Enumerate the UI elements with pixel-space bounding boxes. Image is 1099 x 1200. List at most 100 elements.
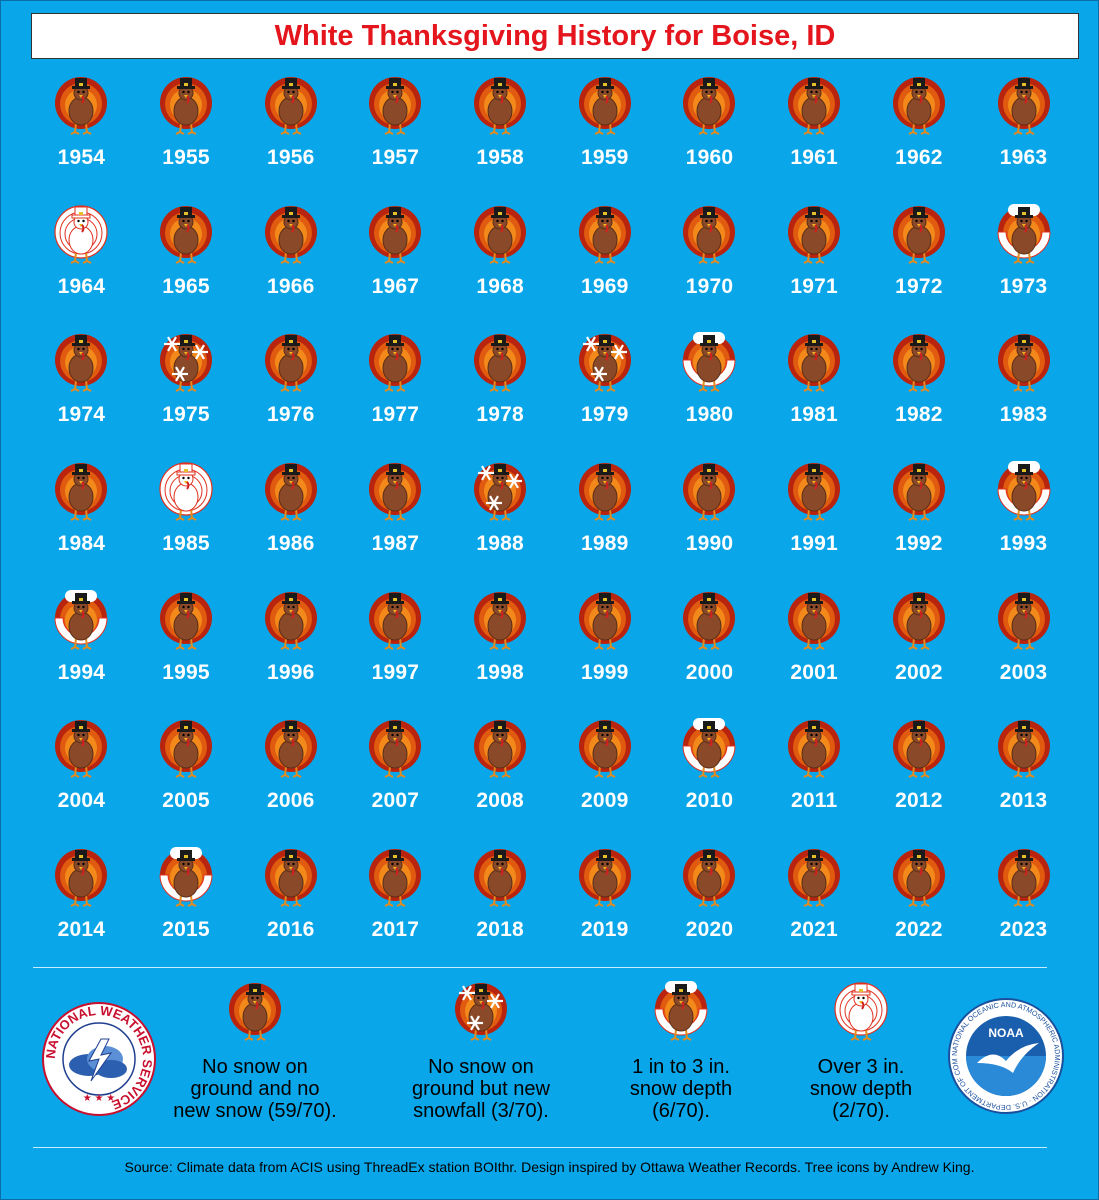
year-cell: 2020 [657,841,762,970]
turkey-brown-icon [156,584,216,657]
turkey-brown-icon [784,584,844,657]
year-label: 1979 [581,403,629,427]
year-cell: 2015 [134,841,239,970]
year-label: 2013 [999,789,1048,813]
year-cell: 1970 [657,198,762,327]
turkey-brown-icon [679,584,739,657]
year-label: 1994 [57,660,106,684]
year-cell: 2000 [657,584,762,713]
turkey-brown-icon [889,584,949,657]
legend-text: Over 3 in. snow depth (2/70). [809,1056,913,1122]
turkey-snowflakes-icon [451,979,511,1048]
turkey-white-icon [156,455,216,528]
legend-item: No snow on ground but new snowfall (3/70… [371,979,591,1122]
year-label: 1980 [685,403,734,427]
turkey-partly-white-icon [679,712,739,785]
turkey-brown-icon [261,712,321,785]
year-label: 2023 [999,918,1048,942]
year-cell: 1983 [971,326,1076,455]
turkey-brown-icon [994,326,1054,399]
turkey-brown-icon [261,455,321,528]
year-cell: 2023 [971,841,1076,970]
year-cell: 2014 [29,841,134,970]
turkey-brown-icon [575,198,635,271]
turkey-brown-icon [994,584,1054,657]
turkey-brown-icon [784,326,844,399]
year-cell: 1954 [29,69,134,198]
turkey-brown-icon [994,69,1054,142]
turkey-brown-icon [365,712,425,785]
year-cell: 1965 [134,198,239,327]
turkey-brown-icon [889,841,949,914]
year-label: 1981 [790,403,838,427]
turkey-brown-icon [470,198,530,271]
turkey-brown-icon [994,841,1054,914]
turkey-brown-icon [470,326,530,399]
turkey-brown-icon [889,712,949,785]
turkey-snowflakes-icon [470,455,530,528]
year-cell: 1987 [343,455,448,584]
turkey-snowflakes-icon [575,326,635,399]
turkey-brown-icon [365,455,425,528]
year-label: 1965 [162,274,210,298]
year-label: 1970 [685,274,734,298]
turkey-brown-icon [679,69,739,142]
turkey-brown-icon [889,326,949,399]
year-label: 1975 [162,403,210,427]
year-label: 1955 [162,146,210,169]
turkey-brown-icon [784,841,844,914]
year-cell: 1986 [238,455,343,584]
year-cell: 1993 [971,455,1076,584]
year-cell: 1981 [762,326,867,455]
turkey-brown-icon [889,69,949,142]
year-cell: 2006 [238,712,343,841]
year-cell: 2021 [762,841,867,970]
year-cell: 1975 [134,326,239,455]
turkey-brown-icon [784,712,844,785]
year-label: 1963 [999,146,1048,169]
turkey-brown-icon [784,69,844,142]
turkey-partly-white-icon [994,455,1054,528]
year-cell: 2016 [238,841,343,970]
year-cell: 2017 [343,841,448,970]
year-label: 1987 [371,532,420,556]
year-label: 2006 [266,789,315,813]
year-label: 2017 [371,918,420,942]
year-cell: 1955 [134,69,239,198]
noaa-logo-text: NOAA [988,1026,1024,1040]
year-label: 2015 [162,918,210,942]
year-label: 1973 [999,274,1048,298]
year-label: 1990 [685,532,734,556]
year-cell: 1962 [867,69,972,198]
year-label: 1957 [371,146,420,169]
turkey-brown-icon [470,712,530,785]
year-cell: 2013 [971,712,1076,841]
year-cell: 1969 [552,198,657,327]
year-cell: 2012 [867,712,972,841]
turkey-brown-icon [261,841,321,914]
turkey-brown-icon [156,712,216,785]
year-label: 2003 [999,660,1048,684]
year-label: 1983 [999,403,1048,427]
year-label: 2002 [895,660,943,684]
turkey-brown-icon [225,979,285,1048]
year-label: 1992 [895,532,943,556]
turkey-brown-icon [365,841,425,914]
turkey-brown-icon [470,69,530,142]
year-cell: 1988 [448,455,553,584]
year-cell: 1985 [134,455,239,584]
year-label: 2001 [790,660,838,684]
year-label: 1996 [266,660,315,684]
year-cell: 2001 [762,584,867,713]
year-cell: 1996 [238,584,343,713]
year-label: 1969 [581,274,629,298]
turkey-partly-white-icon [994,198,1054,271]
year-label: 1959 [581,146,629,169]
turkey-brown-icon [365,69,425,142]
year-cell: 1976 [238,326,343,455]
year-cell: 1959 [552,69,657,198]
turkey-brown-icon [994,712,1054,785]
year-grid: 1954 1955 1956 1957 1958 1959 1960 1961 1962 1963… [29,69,1076,970]
turkey-brown-icon [156,69,216,142]
turkey-brown-icon [889,455,949,528]
